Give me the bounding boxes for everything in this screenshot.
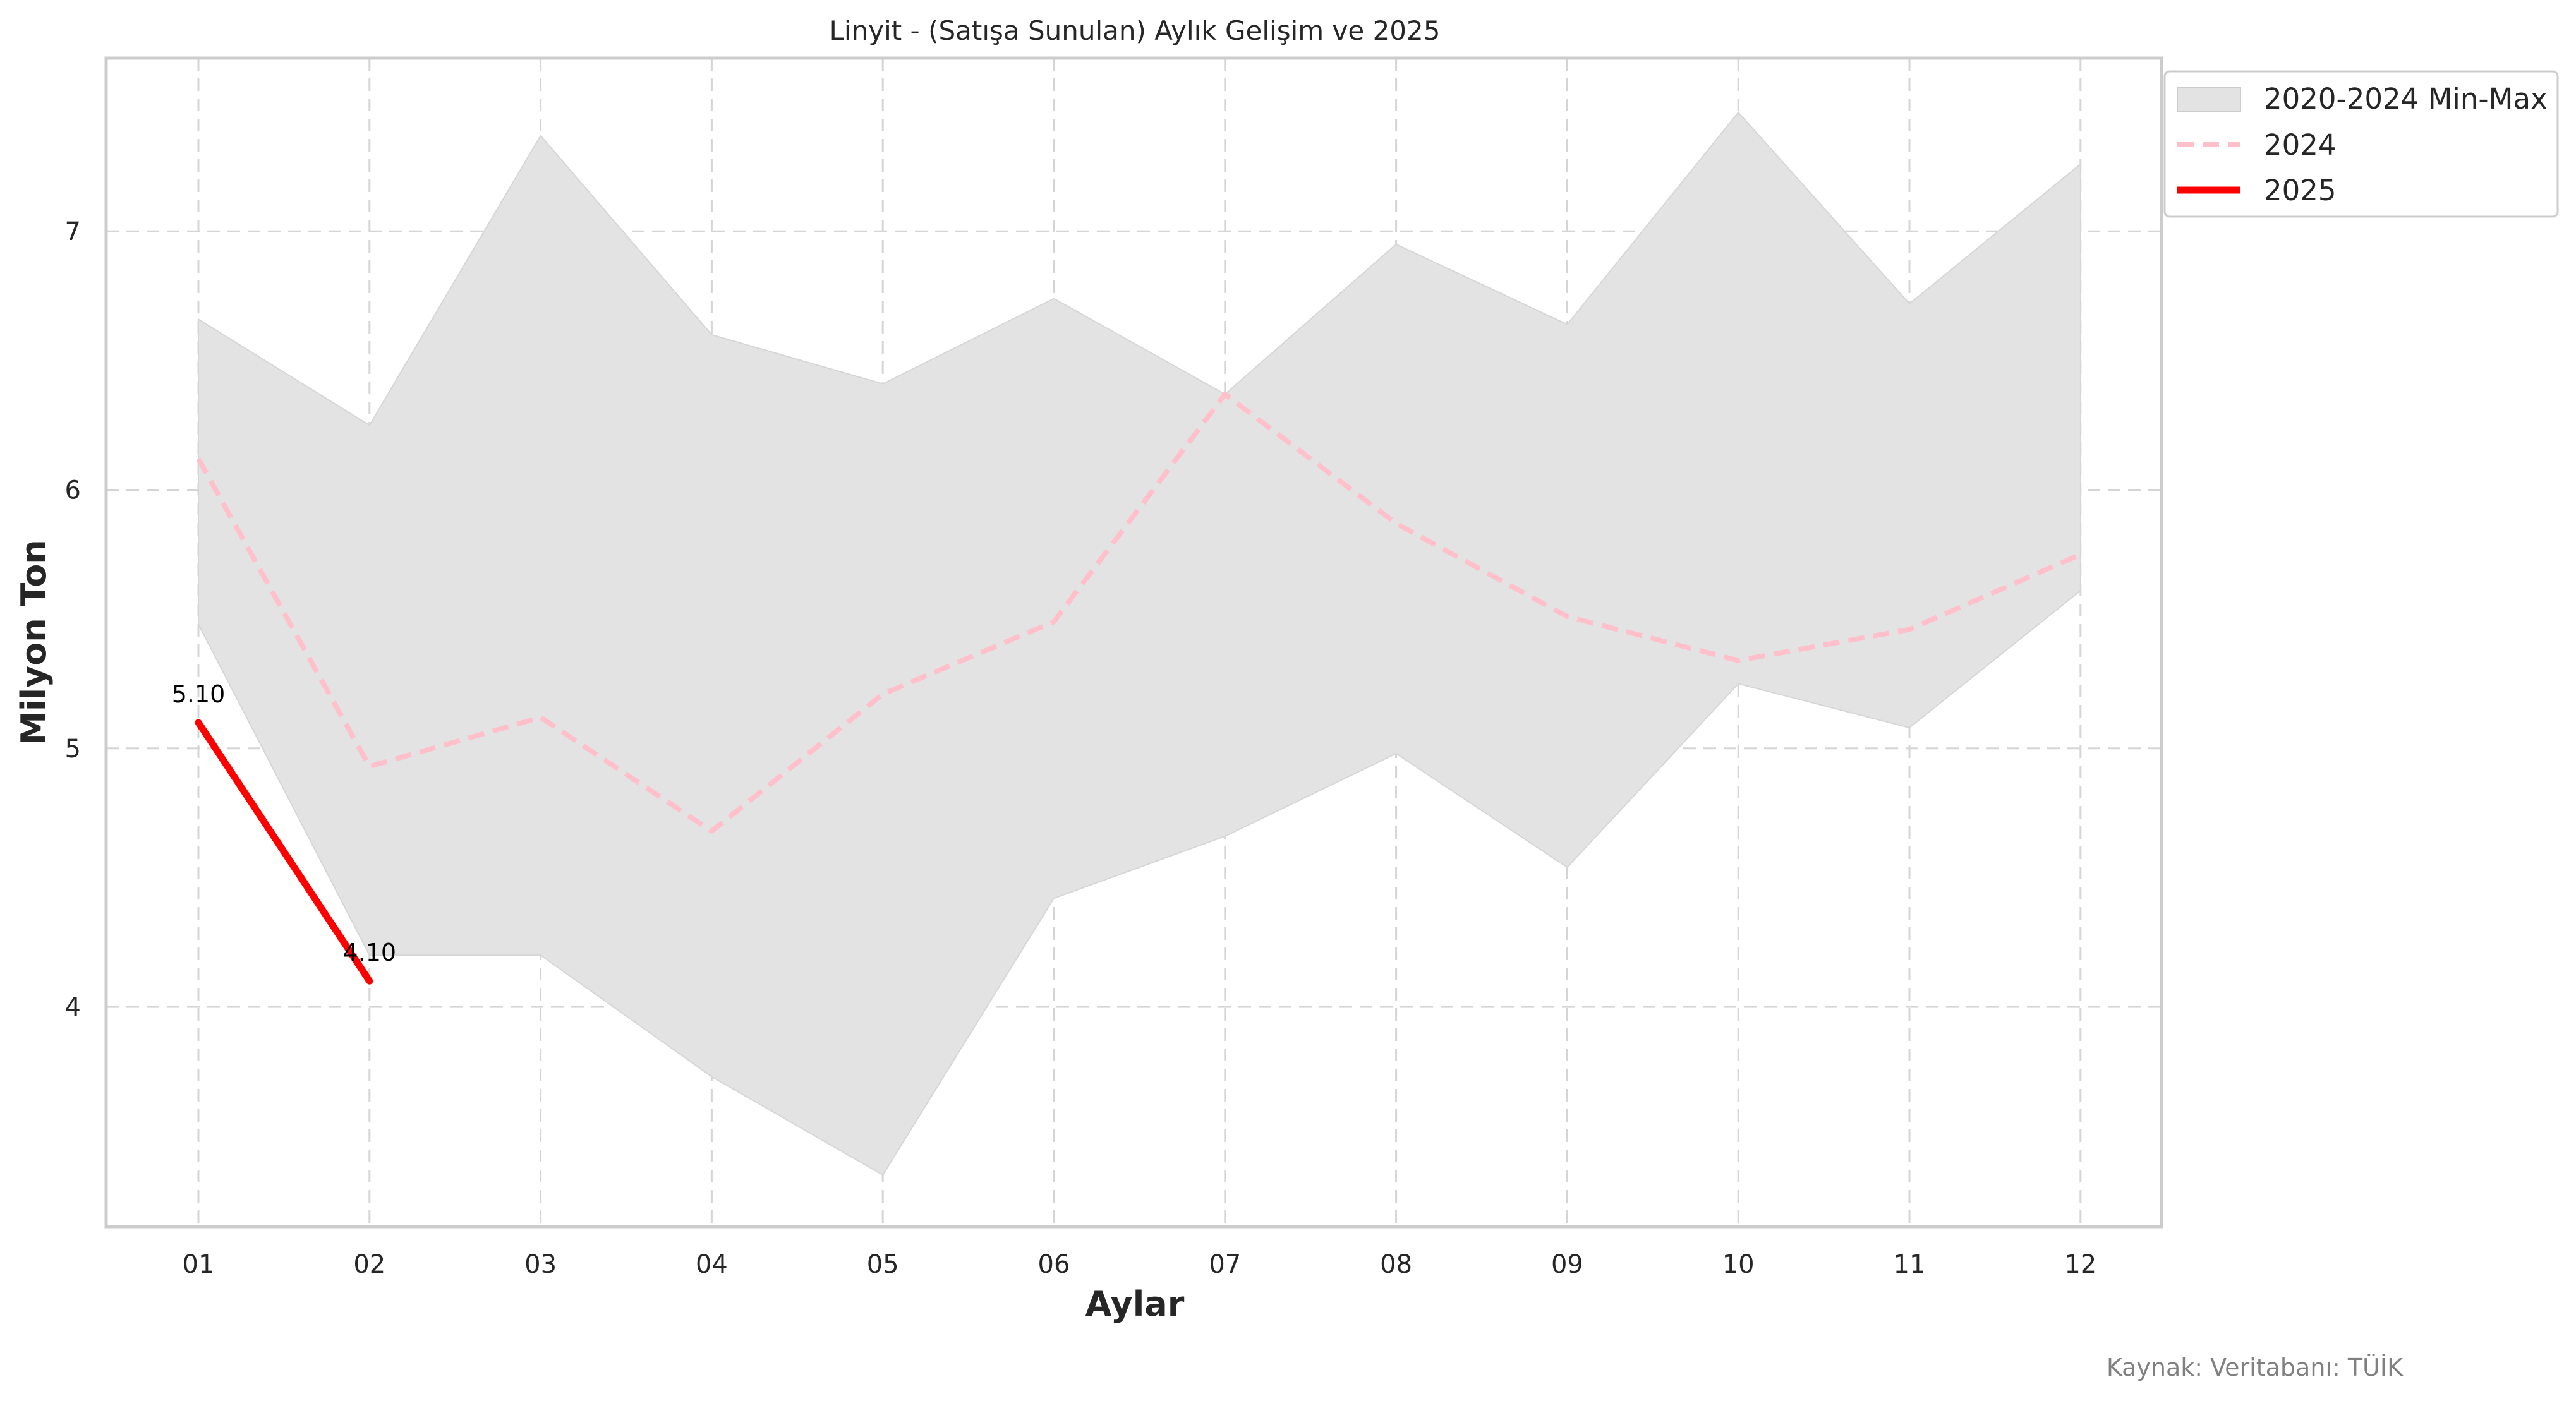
y-axis-label: Milyon Ton (14, 539, 54, 745)
x-tick-label: 12 (2064, 1250, 2096, 1279)
x-axis-label: Aylar (1085, 1284, 1185, 1324)
x-tick-label: 10 (1722, 1250, 1755, 1279)
x-tick-label: 09 (1551, 1250, 1583, 1279)
x-tick-label: 02 (353, 1250, 385, 1279)
series-layer (195, 392, 2082, 985)
annotations: 5.10 4.10 (172, 680, 396, 966)
x-tick-label: 04 (696, 1250, 728, 1279)
y-axis-ticks: 4 5 6 7 (65, 217, 81, 1022)
data-label-2025: 5.10 (172, 680, 226, 708)
plot-frame (104, 56, 2163, 1229)
data-label-2025: 4.10 (342, 939, 396, 966)
y-tick-label: 4 (65, 993, 81, 1022)
x-tick-label: 06 (1038, 1250, 1070, 1279)
range-band-area (198, 111, 2081, 1176)
source-note: Kaynak: Veritabanı: TÜİK (2107, 1354, 2404, 1381)
x-tick-label: 07 (1209, 1250, 1241, 1279)
x-tick-label: 11 (1894, 1250, 1926, 1279)
legend-label-2024: 2024 (2264, 128, 2337, 162)
legend-swatch-band (2177, 87, 2241, 112)
legend-label-2025: 2025 (2264, 174, 2337, 207)
x-tick-label: 01 (183, 1250, 215, 1279)
legend-frame (2163, 70, 2559, 218)
y-tick-label: 5 (65, 735, 81, 764)
x-tick-label: 08 (1380, 1250, 1412, 1279)
y-tick-label: 7 (65, 217, 81, 246)
x-tick-label: 03 (524, 1250, 557, 1279)
y-tick-label: 6 (65, 476, 81, 505)
series-line-2025 (195, 719, 373, 985)
chart-title: Linyit - (Satışa Sunulan) Aylık Gelişim … (830, 15, 1441, 46)
legend-label-band: 2020-2024 Min-Max (2264, 82, 2548, 116)
range-band-layer (198, 111, 2081, 1176)
legend: 2020-2024 Min-Max 2024 2025 (2163, 70, 2559, 218)
x-axis-ticks: 01 02 03 04 05 06 07 08 09 10 11 12 (183, 1250, 2097, 1279)
x-tick-label: 05 (867, 1250, 899, 1279)
